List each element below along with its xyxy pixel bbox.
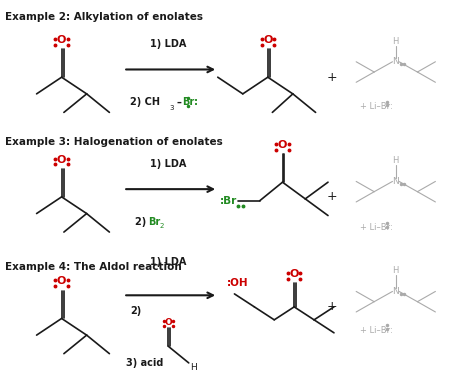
Text: O: O xyxy=(57,35,66,45)
Text: :Br: :Br xyxy=(220,196,237,206)
Text: –: – xyxy=(176,97,181,107)
Text: +: + xyxy=(327,300,337,313)
Text: 2): 2) xyxy=(135,217,150,227)
Text: + Li–Br:: + Li–Br: xyxy=(360,325,393,335)
Text: 2) CH: 2) CH xyxy=(130,97,160,107)
Text: 1) LDA: 1) LDA xyxy=(150,159,186,169)
Text: N: N xyxy=(392,57,399,66)
Text: 3) acid: 3) acid xyxy=(126,358,163,368)
Text: 2: 2 xyxy=(160,223,164,229)
Text: O: O xyxy=(164,318,172,327)
Text: H: H xyxy=(392,266,399,275)
Text: H: H xyxy=(392,156,399,165)
Text: :: : xyxy=(193,97,197,107)
Text: O: O xyxy=(57,276,66,286)
Text: 3: 3 xyxy=(170,105,174,111)
Text: :OH: :OH xyxy=(227,278,248,288)
Text: O: O xyxy=(57,155,66,165)
Text: Br: Br xyxy=(148,217,160,227)
Text: O: O xyxy=(290,269,299,279)
Text: N: N xyxy=(392,287,399,296)
Text: +: + xyxy=(327,71,337,84)
Text: Br: Br xyxy=(182,97,195,107)
Text: H: H xyxy=(392,37,399,46)
Text: Example 3: Halogenation of enolates: Example 3: Halogenation of enolates xyxy=(5,137,222,147)
Text: 1) LDA: 1) LDA xyxy=(150,39,186,49)
Text: O: O xyxy=(263,35,273,45)
Text: + Li–Br:: + Li–Br: xyxy=(360,223,393,232)
Text: Example 4: The Aldol reaction: Example 4: The Aldol reaction xyxy=(5,262,182,273)
Text: H: H xyxy=(191,362,197,372)
Text: Example 2: Alkylation of enolates: Example 2: Alkylation of enolates xyxy=(5,12,203,22)
Text: O: O xyxy=(278,140,287,150)
Text: 1) LDA: 1) LDA xyxy=(150,257,186,267)
Text: 2): 2) xyxy=(130,306,142,316)
Text: +: + xyxy=(327,190,337,203)
Text: + Li–Br:: + Li–Br: xyxy=(360,102,393,111)
Text: N: N xyxy=(392,177,399,186)
